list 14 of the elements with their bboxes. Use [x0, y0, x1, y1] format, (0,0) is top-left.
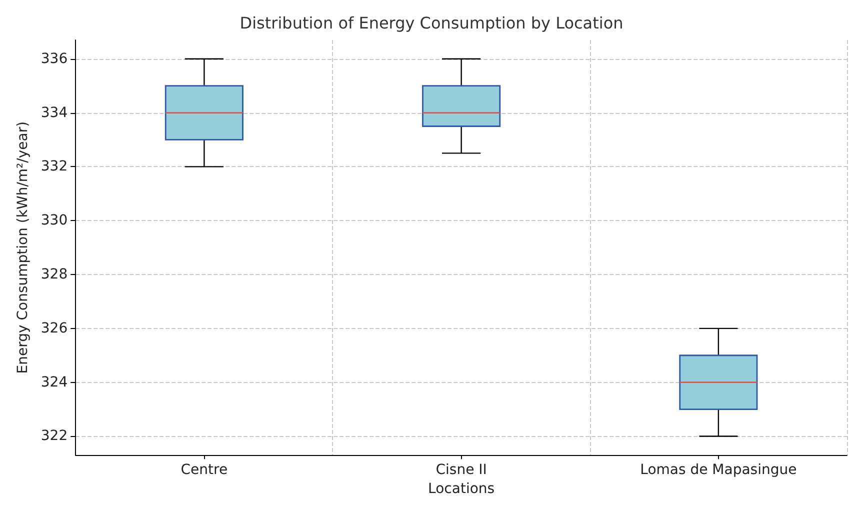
y-tick-label: 328	[40, 266, 68, 283]
x-tick-label: Centre	[180, 462, 228, 478]
y-tick-label: 334	[40, 104, 68, 121]
y-tick-label: 332	[40, 158, 68, 175]
x-tick-label: Lomas de Mapasingue	[640, 462, 797, 478]
y-tick-label: 336	[40, 50, 68, 67]
y-tick-label: 324	[40, 374, 68, 390]
x-axis-title: Locations	[428, 481, 495, 497]
x-tick-label: Cisne II	[436, 462, 487, 478]
y-tick-label: 330	[40, 212, 68, 229]
y-tick-label: 322	[40, 428, 68, 444]
y-axis-title: Energy Consumption (kWh/m²/year)	[15, 121, 31, 374]
y-tick-label: 326	[40, 320, 68, 336]
chart-title: Distribution of Energy Consumption by Location	[240, 14, 624, 32]
